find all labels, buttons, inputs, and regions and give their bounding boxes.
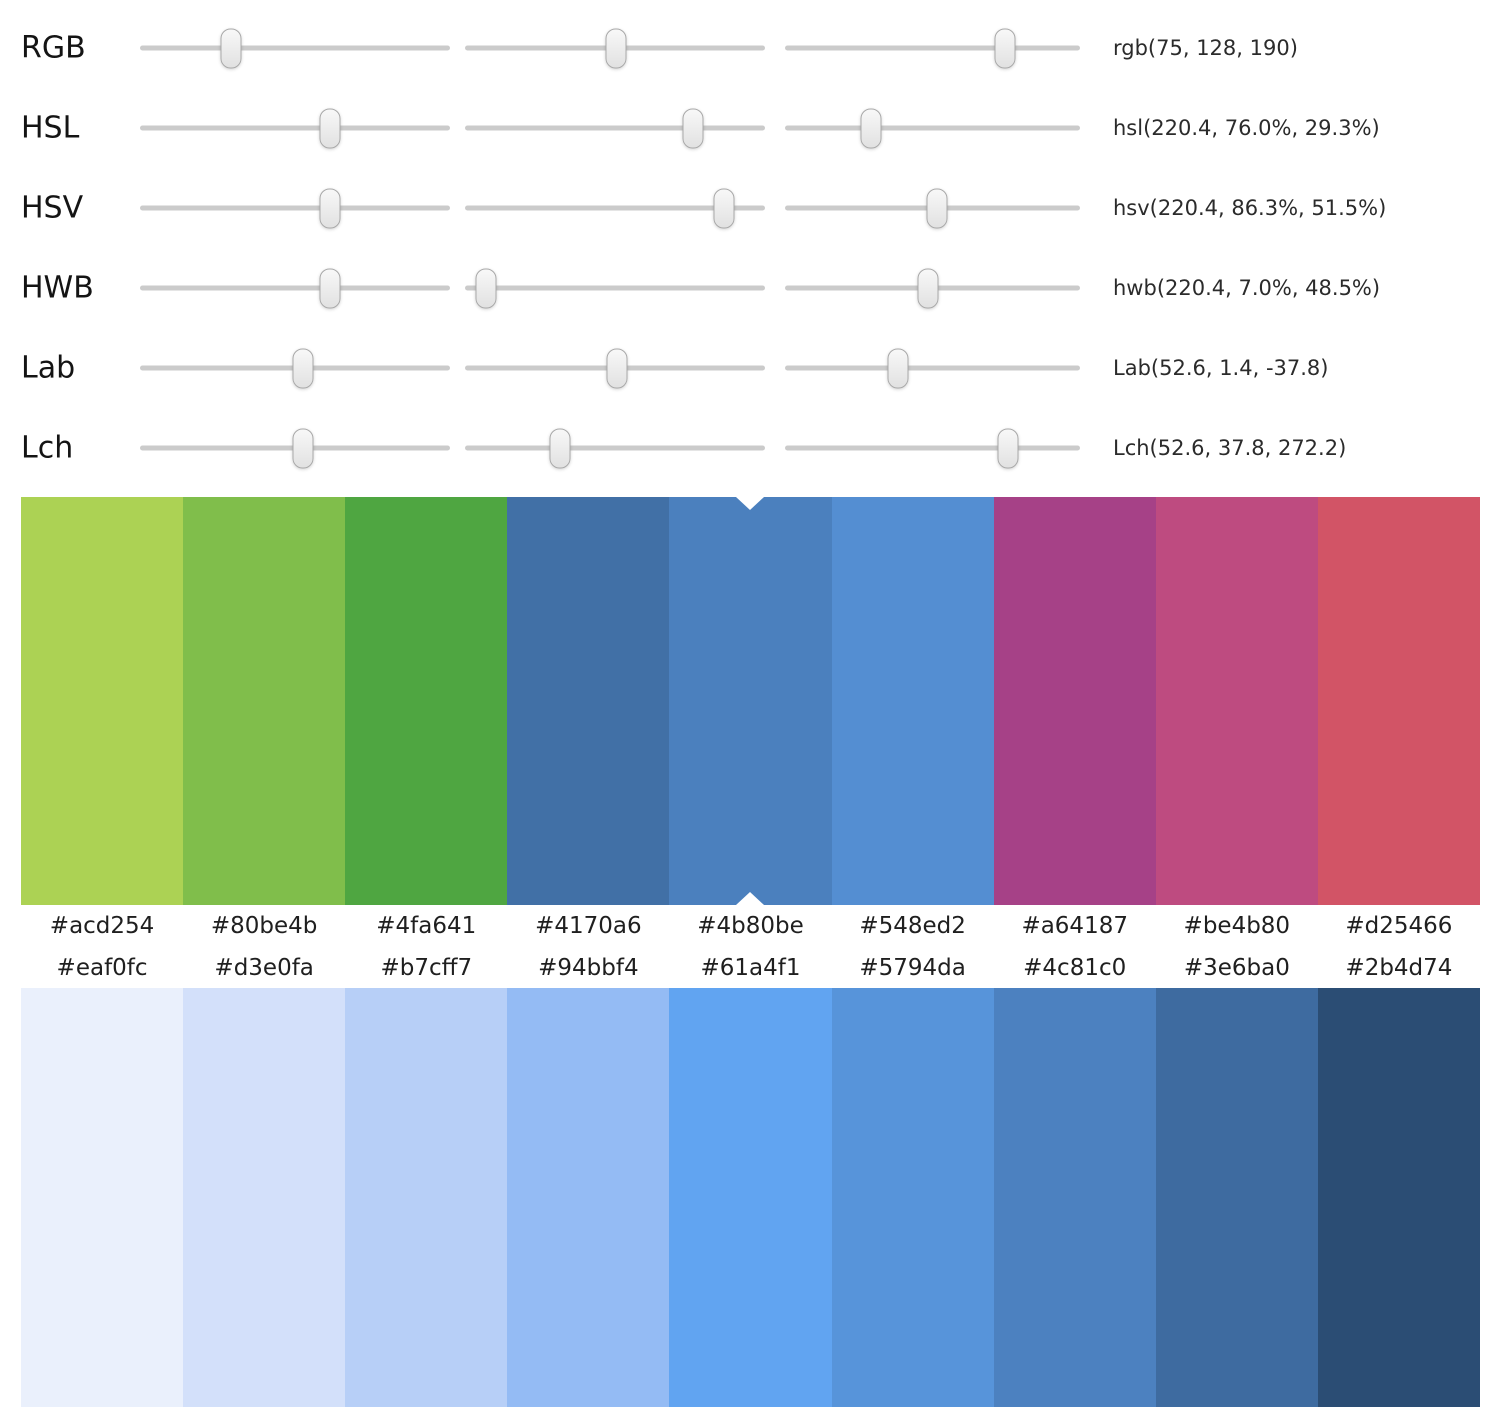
slider-thumb-1[interactable] — [319, 188, 341, 228]
swatch-hex-label: #a64187 — [1021, 913, 1128, 939]
swatch-hex-label: #2b4d74 — [1345, 954, 1453, 981]
swatch-hex-label: #80be4b — [210, 913, 318, 939]
slider-thumb-3[interactable] — [860, 108, 882, 148]
palette-swatch[interactable] — [669, 988, 832, 1407]
slider-thumb-2[interactable] — [605, 28, 627, 68]
palette-swatch[interactable] — [21, 988, 184, 1407]
swatch-hex-label: #4b80be — [697, 913, 804, 939]
swatch-hex-label: #d3e0fa — [214, 954, 314, 981]
palette-bottom-hex-labels: #eaf0fc #d3e0fa #b7cff7 #94bbf4 #61a4f1 #5794… — [21, 947, 1480, 988]
slider-track-1[interactable] — [140, 108, 450, 148]
swatch-hex-label: #eaf0fc — [56, 954, 148, 981]
palette-swatch[interactable] — [507, 988, 670, 1407]
slider-row-lch: Lch Lch(52.6, 37.8, 272.2) — [0, 408, 1501, 488]
palette-swatch[interactable] — [831, 497, 994, 905]
slider-track-2[interactable] — [465, 428, 765, 468]
palette-swatch[interactable] — [507, 497, 670, 905]
palette-swatch[interactable] — [345, 497, 508, 905]
palette-top — [21, 497, 1480, 905]
palette-swatch[interactable] — [993, 497, 1156, 905]
color-value-text: hsv(220.4, 86.3%, 51.5%) — [1113, 196, 1387, 220]
selected-swatch-notch-bottom — [736, 892, 765, 905]
slider-thumb-2[interactable] — [475, 268, 497, 308]
slider-thumb-2[interactable] — [549, 428, 570, 468]
slider-row-hwb: HWB hwb(220.4, 7.0%, 48.5%) — [0, 248, 1501, 328]
color-value-text: Lch(52.6, 37.8, 272.2) — [1113, 436, 1347, 460]
slider-track-3[interactable] — [785, 188, 1080, 228]
slider-track-1[interactable] — [140, 428, 450, 468]
slider-track-1[interactable] — [140, 28, 450, 68]
slider-track-2[interactable] — [465, 268, 765, 308]
colorspace-label: Lab — [21, 350, 76, 386]
slider-thumb-3[interactable] — [917, 268, 939, 308]
slider-thumb-3[interactable] — [997, 428, 1019, 468]
palette-swatch[interactable] — [1317, 497, 1480, 905]
swatch-hex-label: #5794da — [859, 954, 966, 981]
palette-swatch[interactable] — [1317, 988, 1480, 1407]
palette-bottom — [21, 988, 1480, 1407]
slider-track-1[interactable] — [140, 268, 450, 308]
swatch-hex-label: #4c81c0 — [1023, 954, 1127, 981]
palette-swatch[interactable] — [345, 988, 508, 1407]
slider-row-hsl: HSL hsl(220.4, 76.0%, 29.3%) — [0, 88, 1501, 168]
palette-top-hex-labels: #acd254 #80be4b #4fa641 #4170a6 #4b80be #548e… — [21, 905, 1480, 947]
palette-swatch[interactable] — [183, 497, 346, 905]
color-value-text: rgb(75, 128, 190) — [1113, 36, 1298, 60]
colorspace-label: HSL — [21, 110, 80, 146]
slider-track-1[interactable] — [140, 348, 450, 388]
slider-thumb-1[interactable] — [319, 108, 341, 148]
swatch-hex-label: #94bbf4 — [538, 954, 639, 981]
slider-thumb-2[interactable] — [606, 348, 628, 388]
colorspace-label: Lch — [21, 430, 74, 466]
swatch-hex-label: #d25466 — [1345, 913, 1453, 939]
swatch-hex-label: #3e6ba0 — [1183, 954, 1290, 981]
swatch-hex-label: #548ed2 — [859, 913, 966, 939]
slider-thumb-3[interactable] — [994, 28, 1016, 68]
swatch-hex-label: #61a4f1 — [700, 954, 801, 981]
slider-row-lab: Lab Lab(52.6, 1.4, -37.8) — [0, 328, 1501, 408]
palette-swatch[interactable] — [1155, 988, 1318, 1407]
palette-swatch[interactable] — [993, 988, 1156, 1407]
slider-thumb-3[interactable] — [926, 188, 948, 228]
swatch-hex-label: #4fa641 — [376, 913, 477, 939]
swatch-hex-label: #acd254 — [49, 913, 155, 939]
swatch-hex-label: #be4b80 — [1183, 913, 1291, 939]
palette-swatch[interactable] — [21, 497, 184, 905]
swatch-hex-label: #b7cff7 — [380, 954, 473, 981]
color-value-text: Lab(52.6, 1.4, -37.8) — [1113, 356, 1329, 380]
palette-swatch[interactable] — [1155, 497, 1318, 905]
color-space-sliders-panel: RGB rgb(75, 128, 190) HSL hsl(220.4, 76.… — [0, 0, 1501, 488]
colorspace-label: HSV — [21, 190, 84, 226]
slider-thumb-2[interactable] — [682, 108, 704, 148]
slider-thumb-3[interactable] — [887, 348, 909, 388]
slider-track-3[interactable] — [785, 428, 1080, 468]
slider-track-2[interactable] — [465, 188, 765, 228]
slider-track-1[interactable] — [140, 188, 450, 228]
selected-swatch-notch-top — [736, 497, 765, 510]
slider-track-2[interactable] — [465, 108, 765, 148]
colorspace-label: HWB — [21, 270, 94, 306]
slider-row-hsv: HSV hsv(220.4, 86.3%, 51.5%) — [0, 168, 1501, 248]
slider-track-3[interactable] — [785, 268, 1080, 308]
slider-track-2[interactable] — [465, 28, 765, 68]
slider-row-rgb: RGB rgb(75, 128, 190) — [0, 8, 1501, 88]
slider-track-3[interactable] — [785, 28, 1080, 68]
slider-track-3[interactable] — [785, 348, 1080, 388]
slider-thumb-2[interactable] — [713, 188, 735, 228]
swatch-hex-label: #4170a6 — [535, 913, 642, 939]
slider-track-2[interactable] — [465, 348, 765, 388]
slider-thumb-1[interactable] — [220, 28, 242, 68]
palette-swatch[interactable] — [183, 988, 346, 1407]
slider-thumb-1[interactable] — [319, 268, 341, 308]
slider-thumb-1[interactable] — [292, 348, 314, 388]
palette-swatch[interactable] — [831, 988, 994, 1407]
slider-thumb-1[interactable] — [292, 428, 314, 468]
slider-track-3[interactable] — [785, 108, 1080, 148]
palette-swatch[interactable] — [669, 497, 832, 905]
color-value-text: hsl(220.4, 76.0%, 29.3%) — [1113, 116, 1380, 140]
colorspace-label: RGB — [21, 30, 86, 66]
color-value-text: hwb(220.4, 7.0%, 48.5%) — [1113, 276, 1381, 300]
